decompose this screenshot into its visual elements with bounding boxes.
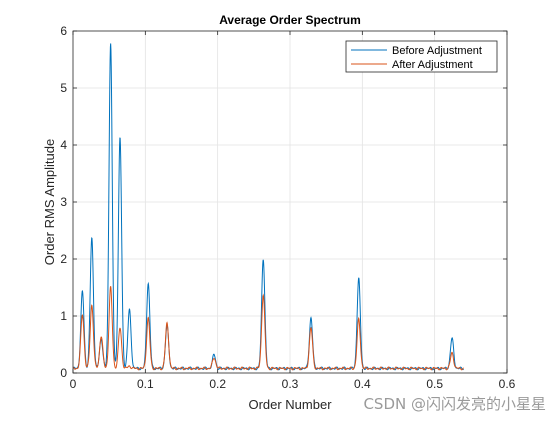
legend-label-before: Before Adjustment (392, 45, 482, 57)
grid (73, 31, 507, 373)
x-tick-label: 0 (70, 377, 77, 391)
chart-title: Average Order Spectrum (219, 13, 361, 27)
legend-box (345, 40, 498, 73)
x-tick-label: 0.3 (282, 377, 299, 391)
y-tick-label: 0 (60, 366, 67, 380)
legend-label-after: After Adjustment (392, 59, 473, 71)
y-tick-label: 2 (60, 252, 67, 266)
ticks: 0 0.1 0.2 0.3 0.4 0.5 0.6 0 1 2 3 4 5 6 (60, 24, 515, 391)
x-axis-label: Order Number (248, 397, 332, 412)
y-tick-label: 3 (60, 195, 67, 209)
y-tick-label: 1 (60, 309, 67, 323)
y-axis-label: Order RMS Amplitude (42, 139, 57, 265)
x-tick-label: 0.6 (499, 377, 516, 391)
y-tick-label: 6 (60, 24, 67, 38)
series-layer (73, 43, 464, 371)
watermark-text: CSDN @闪闪发亮的小星星 (363, 395, 546, 413)
y-tick-label: 5 (60, 81, 67, 95)
x-tick-label: 0.1 (137, 377, 154, 391)
y-tick-label: 4 (60, 138, 67, 152)
legend: Before Adjustment After Adjustment (345, 40, 498, 73)
x-tick-label: 0.5 (426, 377, 443, 391)
x-tick-label: 0.4 (354, 377, 371, 391)
series-line-after (73, 286, 464, 371)
x-tick-label: 0.2 (209, 377, 226, 391)
